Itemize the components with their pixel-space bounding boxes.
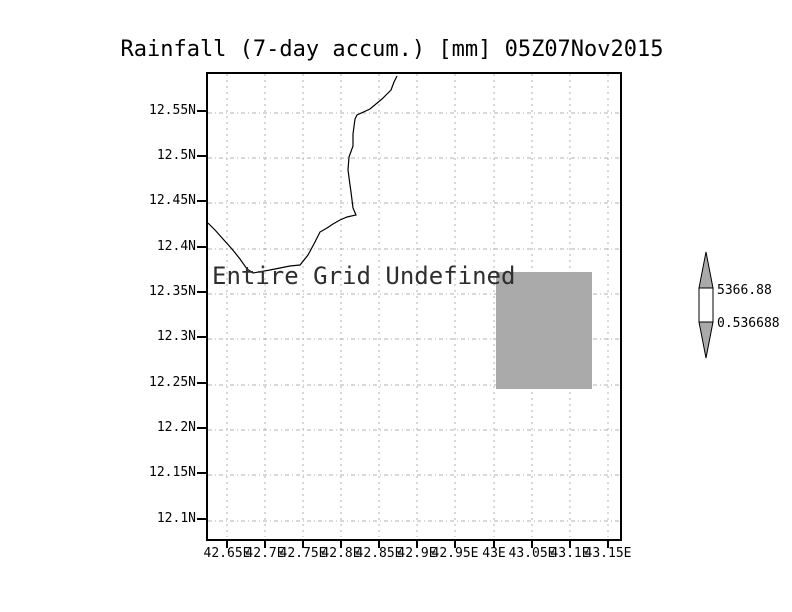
x-tick-mark: [264, 541, 266, 548]
x-tick-mark: [531, 541, 533, 548]
coastline: [208, 75, 398, 274]
y-tick-label: 12.4N: [156, 239, 196, 254]
y-tick-label: 12.1N: [156, 511, 196, 526]
y-tick-mark: [197, 246, 206, 248]
y-tick-label: 12.55N: [149, 103, 196, 118]
shaded-region: [496, 272, 592, 389]
y-tick-mark: [197, 200, 206, 202]
x-tick-mark: [607, 541, 609, 548]
y-tick-mark: [197, 155, 206, 157]
colorbar: [695, 248, 725, 362]
y-tick-mark: [197, 472, 206, 474]
x-tick-label: 42.95E: [431, 546, 479, 561]
colorbar-min-label: 0.536688: [717, 316, 780, 331]
y-tick-mark: [197, 336, 206, 338]
y-tick-mark: [197, 518, 206, 520]
y-tick-mark: [197, 110, 206, 112]
x-tick-label: 43.15E: [584, 546, 632, 561]
vertical-gridlines: [226, 74, 609, 537]
x-tick-label: 42.8E: [321, 546, 361, 561]
x-tick-label: 42.9E: [397, 546, 437, 561]
undefined-grid-label: Entire Grid Undefined: [212, 262, 516, 290]
x-tick-mark: [340, 541, 342, 548]
y-tick-label: 12.2N: [156, 420, 196, 435]
y-tick-mark: [197, 427, 206, 429]
y-tick-label: 12.25N: [149, 375, 196, 390]
map-frame: [206, 72, 622, 541]
x-tick-label: 43E: [482, 546, 506, 561]
x-tick-mark: [569, 541, 571, 548]
y-tick-label: 12.15N: [149, 465, 196, 480]
x-tick-mark: [378, 541, 380, 548]
x-tick-mark: [302, 541, 304, 548]
x-tick-mark: [493, 541, 495, 548]
x-tick-mark: [226, 541, 228, 548]
x-tick-label: 42.75E: [279, 546, 327, 561]
horizontal-gridlines: [208, 112, 620, 522]
chart-title: Rainfall (7-day accum.) [mm] 05Z07Nov201…: [120, 37, 664, 62]
y-tick-label: 12.35N: [149, 284, 196, 299]
y-tick-mark: [197, 382, 206, 384]
x-tick-label: 42.85E: [355, 546, 403, 561]
x-tick-label: 43.1E: [550, 546, 590, 561]
map-drawing: [208, 74, 620, 537]
x-tick-label: 42.7E: [245, 546, 285, 561]
colorbar-lower-arrow: [698, 321, 714, 359]
x-tick-label: 42.65E: [203, 546, 251, 561]
colorbar-mid-segment: [698, 287, 714, 323]
y-tick-label: 12.3N: [156, 329, 196, 344]
colorbar-max-label: 5366.88: [717, 283, 772, 298]
y-tick-mark: [197, 291, 206, 293]
y-tick-label: 12.45N: [149, 193, 196, 208]
x-tick-label: 43.05E: [508, 546, 556, 561]
x-tick-mark: [416, 541, 418, 548]
x-tick-mark: [454, 541, 456, 548]
colorbar-upper-arrow: [698, 251, 714, 289]
y-tick-label: 12.5N: [156, 148, 196, 163]
